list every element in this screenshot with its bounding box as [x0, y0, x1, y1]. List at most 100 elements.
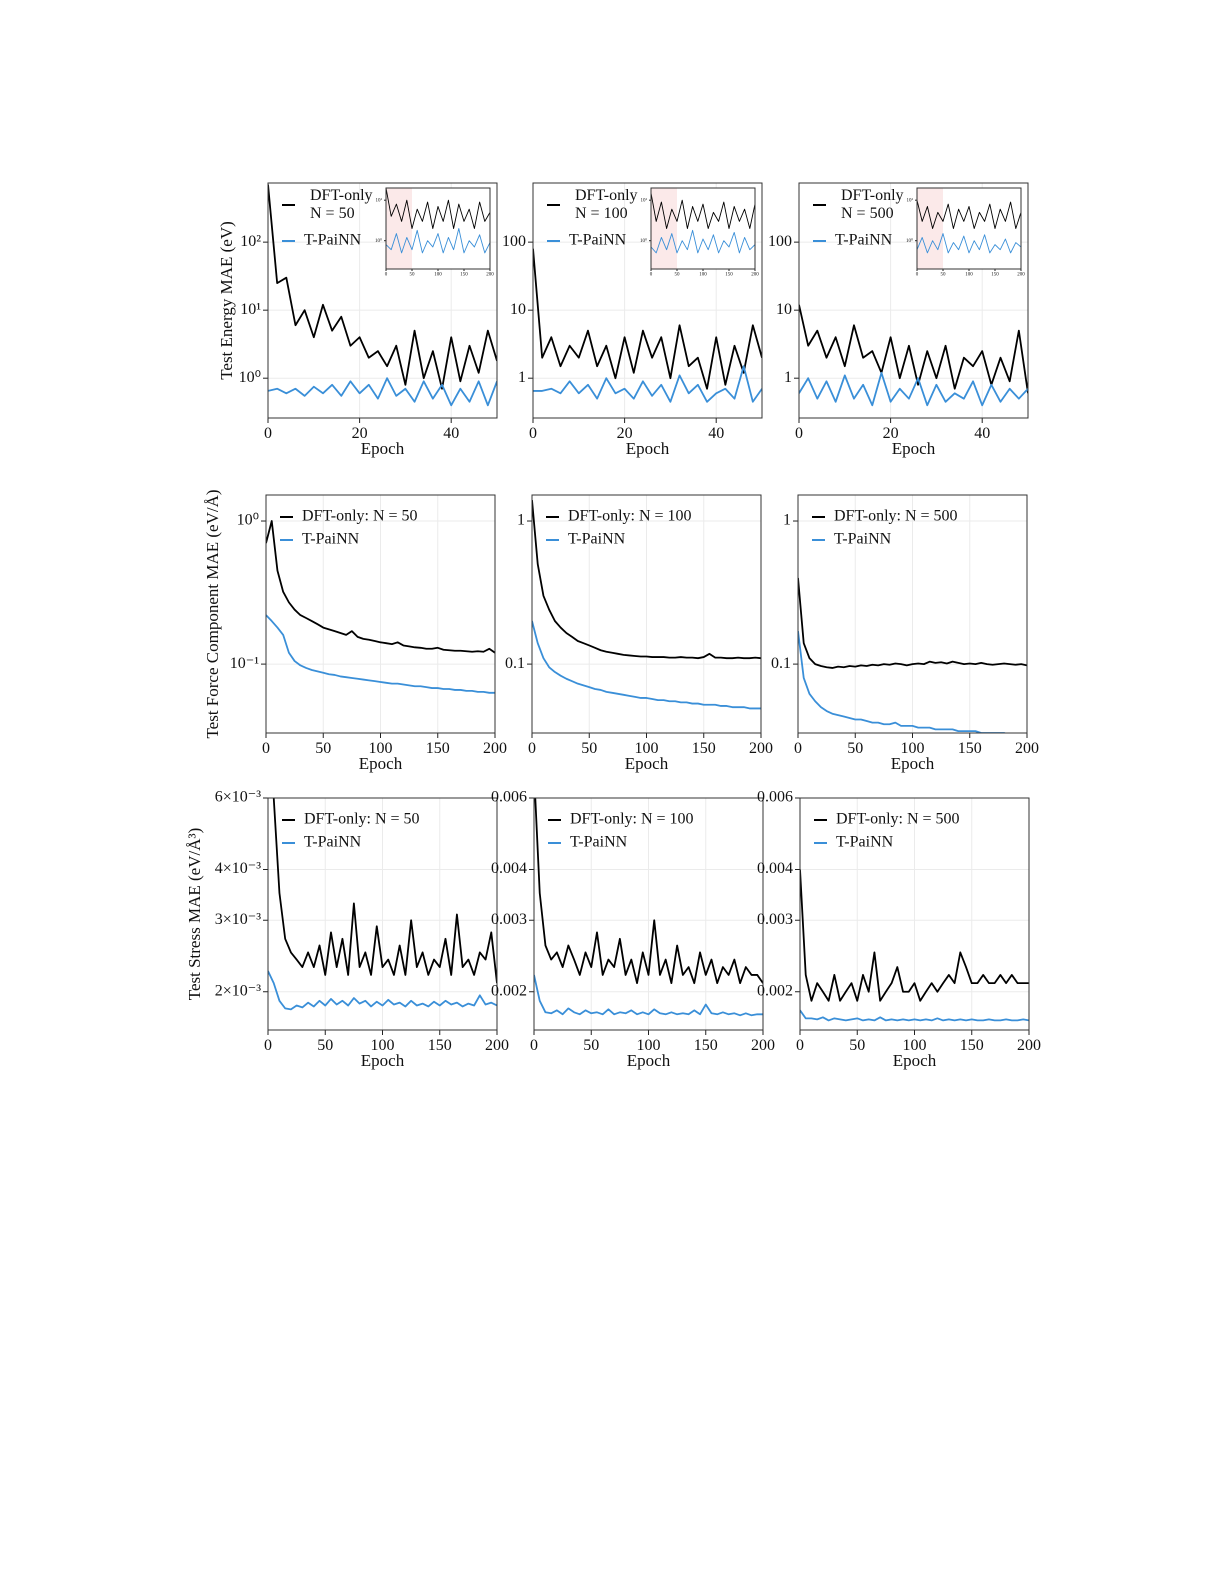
y-axis-label: Test Energy MAE (eV): [217, 221, 236, 380]
x-tick-label: 200: [486, 273, 494, 278]
frame: [267, 182, 498, 419]
y-tick-label: 10¹: [907, 197, 914, 203]
series-line: [532, 500, 761, 660]
x-tick-label: 200: [483, 740, 507, 757]
legend-label: T-PaiNN: [568, 531, 626, 548]
legend-label: DFT-only: N = 100: [568, 508, 692, 525]
legend-label: DFT-only N = 50: [310, 187, 373, 222]
x-tick-label: 200: [751, 1037, 775, 1054]
y-tick-label: 10⁰: [375, 238, 382, 244]
x-tick-label: 0: [916, 273, 919, 278]
y-tick-label: 100: [768, 233, 792, 250]
x-tick-label: 50: [315, 740, 331, 757]
x-tick-label: 20: [883, 425, 899, 442]
legend-line: N = 100: [575, 205, 628, 222]
y-tick-label: 10¹: [641, 197, 648, 203]
x-axis-label: Epoch: [361, 439, 405, 458]
x-tick-label: 150: [960, 1037, 984, 1054]
legend-label: DFT-only: N = 500: [836, 811, 960, 828]
x-tick-label: 0: [264, 425, 272, 442]
legend-label: DFT-only: N = 50: [302, 508, 418, 525]
x-tick-label: 150: [426, 740, 450, 757]
series-line: [534, 798, 763, 985]
y-tick-label: 10¹: [240, 301, 261, 318]
series-line: [386, 228, 490, 254]
x-tick-label: 50: [583, 1037, 599, 1054]
legend-label: DFT-only N = 500: [841, 187, 904, 222]
x-axis-label: Epoch: [626, 439, 670, 458]
x-tick-label: 0: [528, 740, 536, 757]
legend-line: DFT-only: [575, 187, 638, 204]
x-tick-label: 200: [751, 273, 759, 278]
series-line: [799, 371, 1028, 407]
x-tick-label: 150: [725, 273, 733, 278]
x-axis-label: Epoch: [627, 1051, 671, 1070]
y-tick-label: 10⁻¹: [230, 655, 259, 672]
y-tick-label: 4×10⁻³: [215, 860, 261, 877]
x-tick-label: 0: [264, 1037, 272, 1054]
x-tick-label: 200: [749, 740, 773, 757]
frame: [532, 182, 763, 419]
x-tick-label: 100: [369, 740, 393, 757]
series-line: [800, 1009, 1029, 1022]
y-tick-label: 10⁰: [237, 512, 259, 529]
series-line: [651, 229, 755, 254]
x-tick-label: 150: [991, 273, 999, 278]
x-axis-label: Epoch: [892, 439, 936, 458]
y-tick-label: 0.002: [757, 982, 793, 999]
y-tick-label: 10⁰: [640, 238, 647, 244]
series-line: [386, 188, 490, 229]
y-tick-label: 0.1: [771, 655, 791, 672]
x-axis-label: Epoch: [361, 1051, 405, 1070]
x-tick-label: 0: [529, 425, 537, 442]
highlight-region: [917, 188, 943, 269]
frame: [267, 797, 498, 1031]
legend-label: T-PaiNN: [304, 232, 362, 249]
y-tick-label: 6×10⁻³: [215, 789, 261, 806]
y-tick-label: 0.006: [491, 789, 527, 806]
series-line: [272, 798, 497, 984]
x-tick-label: 100: [965, 273, 973, 278]
x-tick-label: 50: [410, 273, 416, 278]
series-line: [651, 192, 755, 229]
x-tick-label: 20: [617, 425, 633, 442]
legend-label: T-PaiNN: [836, 834, 894, 851]
x-tick-label: 50: [675, 273, 681, 278]
legend-label: DFT-only: N = 500: [834, 508, 958, 525]
x-tick-label: 200: [485, 1037, 509, 1054]
x-tick-label: 50: [849, 1037, 865, 1054]
y-tick-label: 1: [784, 369, 792, 386]
y-tick-label: 0.002: [491, 982, 527, 999]
x-tick-label: 150: [428, 1037, 452, 1054]
x-tick-label: 150: [958, 740, 982, 757]
series-line: [268, 970, 497, 1011]
x-tick-label: 50: [581, 740, 597, 757]
series-line: [266, 520, 495, 654]
x-axis-label: Epoch: [625, 754, 669, 773]
y-tick-label: 10¹: [376, 197, 383, 203]
x-tick-label: 0: [795, 425, 803, 442]
y-tick-label: 1: [517, 512, 525, 529]
series-line: [266, 614, 495, 694]
x-tick-label: 200: [1017, 1037, 1041, 1054]
y-tick-label: 2×10⁻³: [215, 982, 261, 999]
series-line: [917, 233, 1021, 254]
series-line: [268, 184, 497, 390]
legend-line: DFT-only: [310, 187, 373, 204]
frame: [799, 797, 1030, 1031]
y-tick-label: 10²: [240, 233, 261, 250]
legend-line: N = 500: [841, 205, 894, 222]
x-tick-label: 100: [901, 740, 925, 757]
x-tick-label: 50: [941, 273, 947, 278]
x-tick-label: 100: [434, 273, 442, 278]
y-tick-label: 10: [776, 301, 792, 318]
y-tick-label: 10: [510, 301, 526, 318]
y-tick-label: 1: [518, 369, 526, 386]
y-tick-label: 0.006: [757, 789, 793, 806]
x-tick-label: 100: [903, 1037, 927, 1054]
legend-label: T-PaiNN: [834, 531, 892, 548]
x-tick-label: 0: [650, 273, 653, 278]
legend-label: T-PaiNN: [570, 834, 628, 851]
frame: [265, 494, 496, 734]
frame: [533, 797, 764, 1031]
